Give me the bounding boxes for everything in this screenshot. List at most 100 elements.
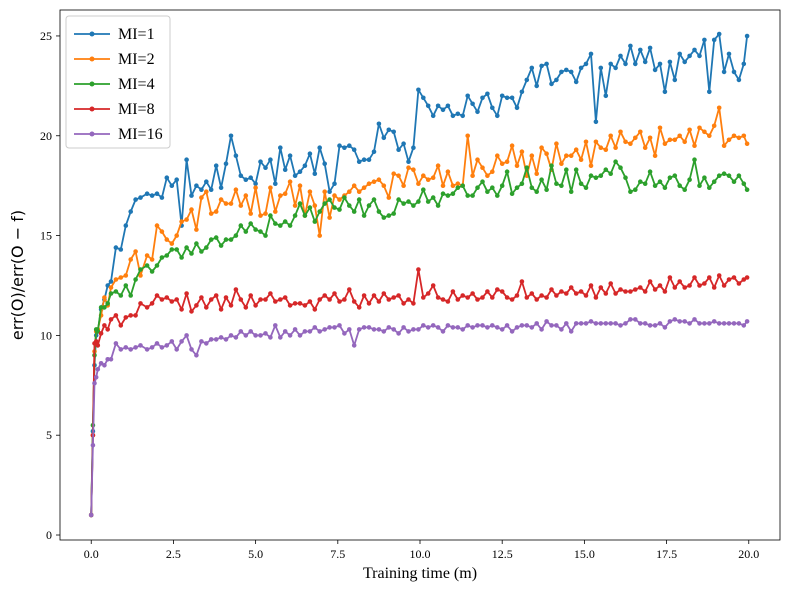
data-point	[248, 293, 253, 298]
data-point	[514, 325, 520, 330]
data-point	[159, 255, 165, 260]
series-mi-16	[88, 317, 750, 518]
data-point	[504, 95, 510, 101]
data-point	[687, 127, 692, 133]
data-point	[113, 289, 119, 294]
data-point	[258, 297, 263, 302]
data-point	[113, 341, 119, 346]
data-point	[381, 291, 387, 296]
data-point	[263, 233, 268, 238]
data-point	[113, 277, 119, 282]
data-point	[179, 307, 184, 312]
data-point	[337, 143, 342, 148]
data-point	[539, 63, 544, 69]
data-point	[652, 287, 658, 292]
data-point	[287, 179, 293, 184]
data-point	[327, 197, 332, 202]
data-point	[273, 181, 278, 186]
data-point	[741, 133, 747, 139]
data-point	[662, 89, 668, 95]
data-point	[509, 143, 515, 148]
data-point	[381, 183, 387, 188]
data-point	[204, 341, 209, 346]
data-point	[485, 289, 490, 294]
data-point	[396, 173, 401, 178]
data-point	[218, 307, 224, 312]
data-point	[118, 275, 124, 280]
data-point	[633, 187, 638, 192]
data-point	[95, 343, 101, 348]
legend-label: MI=1	[118, 26, 155, 43]
data-point	[164, 295, 170, 300]
data-point	[554, 323, 559, 328]
data-point	[159, 297, 165, 302]
data-point	[401, 141, 406, 146]
data-point	[647, 279, 653, 284]
data-point	[307, 189, 313, 194]
data-point	[164, 237, 170, 242]
data-point	[677, 319, 682, 324]
data-point	[278, 145, 283, 150]
data-point	[268, 185, 273, 190]
data-point	[697, 283, 702, 288]
y-axis: 0 5 10 15 20 25	[40, 29, 60, 542]
data-point	[638, 285, 643, 290]
data-point	[322, 161, 328, 166]
data-point	[554, 141, 559, 146]
data-point	[598, 285, 604, 290]
data-point	[435, 325, 441, 330]
data-point	[445, 193, 451, 198]
data-point	[692, 317, 697, 322]
data-point	[154, 341, 160, 346]
data-point	[238, 203, 244, 208]
data-point	[243, 177, 249, 182]
data-point	[169, 339, 175, 344]
data-point	[154, 223, 160, 228]
data-point	[652, 183, 658, 188]
data-point	[667, 137, 673, 143]
data-point	[633, 317, 638, 322]
data-point	[342, 145, 347, 150]
data-point	[534, 189, 539, 194]
data-point	[726, 173, 732, 178]
data-point	[312, 219, 318, 224]
data-point	[204, 179, 209, 184]
data-point	[647, 169, 653, 174]
data-point	[707, 275, 712, 280]
data-point	[677, 51, 682, 57]
data-point	[455, 185, 461, 190]
data-point	[189, 347, 194, 352]
data-point	[253, 333, 258, 338]
data-point	[726, 277, 732, 282]
data-point	[159, 195, 165, 200]
data-point	[524, 295, 530, 300]
data-point	[519, 89, 525, 95]
data-point	[223, 337, 229, 342]
data-point	[657, 61, 663, 67]
data-point	[455, 297, 461, 302]
data-point	[711, 285, 717, 290]
data-point	[133, 313, 138, 318]
data-point	[228, 237, 234, 242]
x-tick-label: 12.5	[492, 547, 513, 561]
data-point	[332, 181, 337, 186]
data-point	[123, 283, 129, 288]
data-point	[421, 323, 426, 328]
data-point	[736, 281, 742, 286]
data-point	[189, 207, 194, 212]
data-point	[509, 329, 515, 334]
data-point	[406, 329, 411, 334]
data-point	[711, 179, 717, 184]
data-point	[356, 327, 362, 332]
data-point	[618, 165, 623, 170]
data-point	[529, 65, 535, 71]
data-point	[273, 209, 278, 214]
data-point	[149, 269, 155, 274]
data-point	[460, 293, 466, 298]
data-point	[633, 135, 638, 141]
data-point	[623, 61, 628, 67]
data-point	[554, 293, 559, 298]
data-point	[287, 333, 293, 338]
data-point	[401, 201, 406, 206]
data-point	[347, 143, 352, 148]
